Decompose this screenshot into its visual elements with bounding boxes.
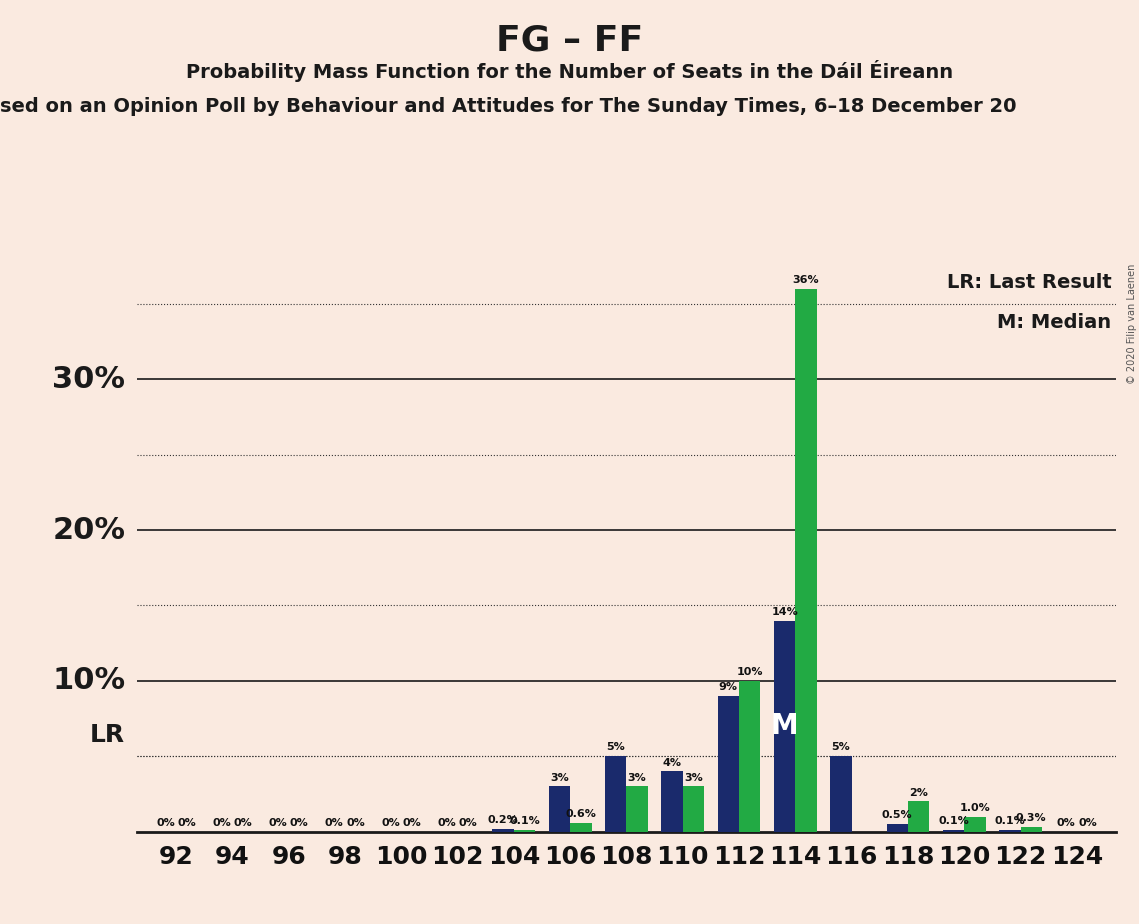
Text: 2%: 2% [909, 787, 928, 797]
Bar [943, 830, 965, 832]
Bar [830, 756, 852, 832]
Bar [549, 786, 571, 832]
Bar [514, 830, 535, 832]
Text: 3%: 3% [685, 772, 703, 783]
Bar [626, 786, 648, 832]
Text: 36%: 36% [793, 275, 819, 286]
Bar [886, 824, 908, 832]
Bar [1021, 827, 1042, 832]
Text: 0%: 0% [437, 818, 457, 828]
Text: 0%: 0% [212, 818, 231, 828]
Text: 3%: 3% [550, 772, 568, 783]
Text: 20%: 20% [52, 516, 125, 544]
Text: 0%: 0% [290, 818, 309, 828]
Text: 0%: 0% [233, 818, 253, 828]
Text: 30%: 30% [52, 365, 125, 394]
Text: 0%: 0% [1057, 818, 1075, 828]
Text: 1.0%: 1.0% [959, 803, 990, 813]
Text: sed on an Opinion Poll by Behaviour and Attitudes for The Sunday Times, 6–18 Dec: sed on an Opinion Poll by Behaviour and … [0, 97, 1016, 116]
Text: FG – FF: FG – FF [495, 23, 644, 57]
Bar [773, 621, 795, 832]
Text: 0.1%: 0.1% [939, 816, 969, 826]
Text: 5%: 5% [606, 743, 625, 752]
Text: 0%: 0% [325, 818, 344, 828]
Text: M: Median: M: Median [998, 313, 1112, 332]
Text: 14%: 14% [771, 607, 798, 617]
Text: 0.2%: 0.2% [487, 815, 518, 825]
Bar [795, 289, 817, 832]
Text: 0%: 0% [382, 818, 400, 828]
Text: 0%: 0% [1079, 818, 1097, 828]
Text: LR: LR [90, 723, 125, 747]
Bar [718, 696, 739, 832]
Text: 10%: 10% [52, 666, 125, 696]
Bar [492, 829, 514, 832]
Bar [908, 801, 929, 832]
Text: 5%: 5% [831, 743, 851, 752]
Text: 0.1%: 0.1% [994, 816, 1025, 826]
Bar [999, 830, 1021, 832]
Text: 0%: 0% [346, 818, 364, 828]
Text: 0%: 0% [156, 818, 174, 828]
Text: 0.6%: 0.6% [565, 808, 597, 819]
Bar [571, 822, 591, 832]
Bar [739, 681, 761, 832]
Text: 9%: 9% [719, 682, 738, 692]
Text: 4%: 4% [663, 758, 681, 768]
Text: 0%: 0% [269, 818, 287, 828]
Text: 0.3%: 0.3% [1016, 813, 1047, 823]
Text: 0%: 0% [459, 818, 477, 828]
Bar [605, 756, 626, 832]
Text: © 2020 Filip van Laenen: © 2020 Filip van Laenen [1126, 263, 1137, 383]
Text: Probability Mass Function for the Number of Seats in the Dáil Éireann: Probability Mass Function for the Number… [186, 60, 953, 82]
Text: 3%: 3% [628, 772, 647, 783]
Text: M: M [771, 712, 798, 740]
Text: 0.5%: 0.5% [882, 810, 912, 821]
Text: LR: Last Result: LR: Last Result [947, 274, 1112, 292]
Bar [965, 817, 985, 832]
Text: 10%: 10% [737, 667, 763, 677]
Text: 0.1%: 0.1% [509, 816, 540, 826]
Bar [662, 772, 682, 832]
Text: 0%: 0% [178, 818, 196, 828]
Text: 0%: 0% [402, 818, 421, 828]
Bar [682, 786, 704, 832]
